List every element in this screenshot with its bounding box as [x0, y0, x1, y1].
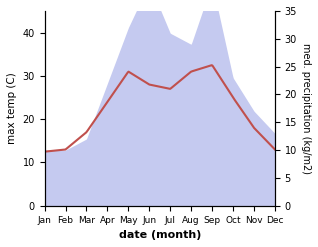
Y-axis label: max temp (C): max temp (C)	[7, 72, 17, 144]
Y-axis label: med. precipitation (kg/m2): med. precipitation (kg/m2)	[301, 43, 311, 174]
X-axis label: date (month): date (month)	[119, 230, 201, 240]
